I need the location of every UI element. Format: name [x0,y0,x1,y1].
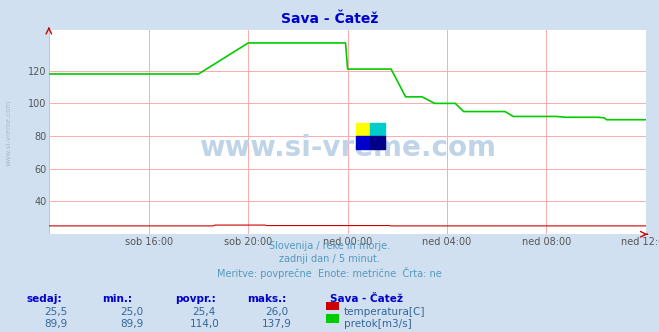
Bar [370,136,385,149]
Text: www.si-vreme.com: www.si-vreme.com [199,134,496,162]
Text: 26,0: 26,0 [265,307,289,317]
Text: 89,9: 89,9 [120,319,144,329]
Text: maks.:: maks.: [247,294,287,304]
Text: Slovenija / reke in morje.: Slovenija / reke in morje. [269,241,390,251]
Text: Sava - Čatež: Sava - Čatež [281,12,378,26]
Bar [356,123,370,136]
Text: www.si-vreme.com: www.si-vreme.com [5,100,11,166]
Text: 25,4: 25,4 [192,307,216,317]
Text: povpr.:: povpr.: [175,294,215,304]
Text: 25,0: 25,0 [120,307,144,317]
Text: 89,9: 89,9 [44,319,68,329]
Text: Meritve: povprečne  Enote: metrične  Črta: ne: Meritve: povprečne Enote: metrične Črta:… [217,267,442,279]
Bar [370,123,385,136]
Text: Sava - Čatež: Sava - Čatež [330,294,403,304]
Text: min.:: min.: [102,294,132,304]
Text: 137,9: 137,9 [262,319,292,329]
Text: 25,5: 25,5 [44,307,68,317]
Bar [356,136,370,149]
Text: pretok[m3/s]: pretok[m3/s] [344,319,412,329]
Text: temperatura[C]: temperatura[C] [344,307,426,317]
Text: 114,0: 114,0 [189,319,219,329]
Text: zadnji dan / 5 minut.: zadnji dan / 5 minut. [279,254,380,264]
Text: sedaj:: sedaj: [26,294,62,304]
